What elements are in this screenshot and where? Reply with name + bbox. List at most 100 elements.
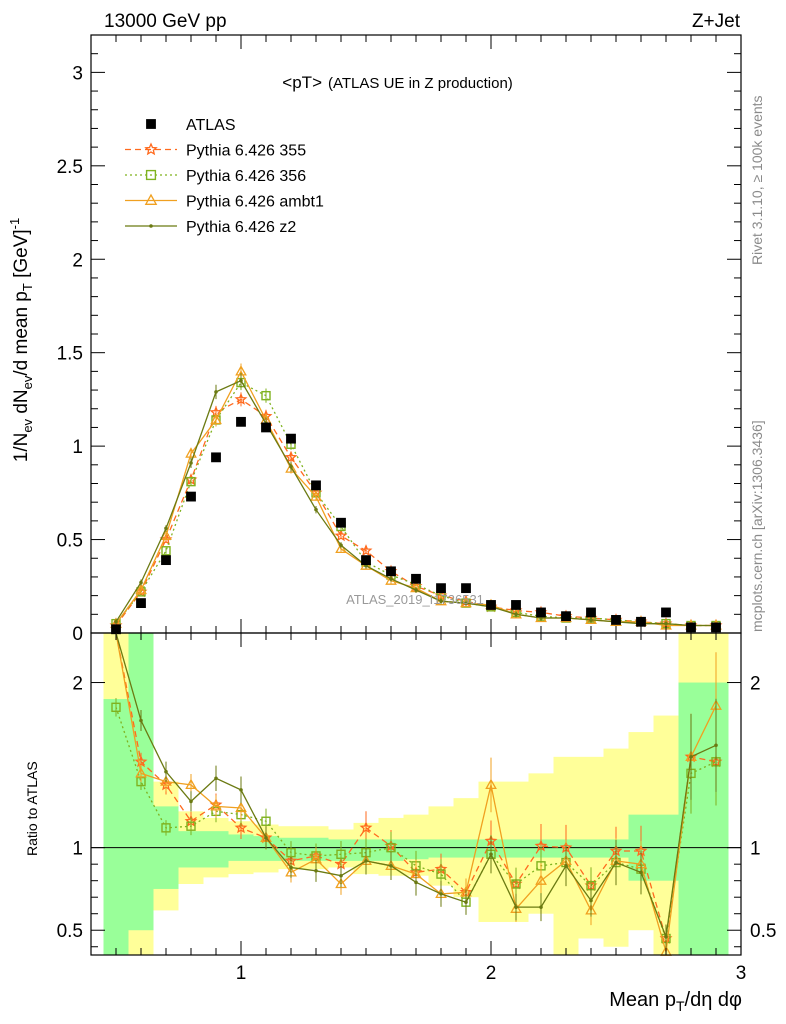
ratio-point [689,755,693,759]
x-axis-label: Mean pT/dη dφ [609,989,742,1014]
data-point [261,422,271,433]
data-point [186,491,196,502]
ratio-point [314,868,318,873]
data-point [436,583,446,594]
ratio-point [239,788,243,792]
ratio-point [161,823,171,833]
ratio-point [336,849,346,859]
series-point [261,390,271,401]
ratio-point [539,905,543,909]
ratio-band-green [503,839,529,858]
series-point [335,542,347,554]
series-point [284,450,298,463]
ratio-panel [91,632,741,956]
data-point [586,607,596,618]
data-point [236,416,246,427]
x-tick-label: 2 [486,963,497,984]
data-point [511,600,521,610]
legend-label: Pythia 6.426 356 [186,168,306,185]
header-left: 13000 GeV pp [104,11,227,32]
series-point [289,464,293,469]
rivet-label: Rivet 3.1.10, ≥ 100k events [749,95,765,265]
series-point [239,378,243,383]
ratio-point [135,767,147,778]
ratio-band-green [578,839,604,858]
ratio-point [664,935,668,939]
ratio-point [335,877,347,889]
ratio-point [514,905,518,909]
ratio-point [414,880,418,885]
series-point [214,390,218,394]
ratio-point [160,775,172,786]
ratio-point [436,869,446,879]
legend-entry: Pythia 6.426 356 [125,168,306,185]
ratio-point [189,799,193,804]
series-point [234,392,248,405]
ratio-band-green [103,699,129,955]
series-point [310,490,322,501]
ratio-point [261,816,271,826]
ratio-point [164,769,168,774]
ratio-point [185,778,197,790]
legend-label: Pythia 6.426 355 [186,143,306,160]
ratio-point [214,776,218,781]
data-point [486,600,496,610]
series-point [210,413,222,425]
legend: ATLAS Pythia 6.426 355 Pythia 6.426 356 Pyt… [125,117,324,236]
ratio-point [614,860,618,865]
series-point [359,544,373,557]
ratio-tick-label: 1 [72,839,83,860]
ratio-series-4 [115,632,718,950]
series-point [464,601,468,605]
series-point [314,507,318,512]
series-point [334,529,348,542]
ratio-point [439,892,443,896]
y-axis-label-ratio: Ratio to ATLAS [24,761,40,856]
ratio-point [210,800,222,811]
data-point [211,452,221,463]
data-point [461,583,471,594]
legend-label: Pythia 6.426 z2 [186,219,296,236]
ratio-point [714,743,718,748]
panel-frames: 1 2 300.511.522.530.5 0.51 12 2 [57,34,776,984]
series-point [135,583,147,595]
legend-marker [149,224,153,228]
ratio-point [364,859,368,863]
series-point [189,461,193,465]
series-point [339,543,343,547]
series-point [285,462,297,473]
ratio-point [511,879,521,889]
ratio-point [589,898,593,903]
series-point [185,447,197,458]
data-point [636,616,646,627]
ratio-band-green [403,839,429,860]
ratio-point [485,778,497,790]
series-point [114,619,118,624]
main-panel [109,363,723,635]
legend-entry: ATLAS [146,117,236,134]
ratio-point [386,842,396,853]
series-point [414,588,418,592]
ratio-point [139,718,143,723]
series-point [514,612,518,617]
data-point [561,611,571,622]
y-tick-label: 0 [72,624,83,645]
ratio-point [186,821,196,831]
legend-marker [144,193,158,205]
ratio-point [464,900,468,904]
mcplots-label: mcplots.cern.ch [arXiv:1306.3436] [749,420,765,632]
ratio-point [489,852,493,857]
x-tick-label: 3 [736,963,747,984]
ratio-point [134,755,148,768]
data-point [386,566,396,577]
ratio-band-green [453,839,479,858]
y-tick-label: 3 [72,63,83,84]
ratio-point [289,865,293,870]
y-tick-label: 0.5 [57,531,83,552]
legend-label: ATLAS [186,117,236,134]
plot-title-sub: (ATLAS UE in Z production) [328,75,513,92]
data-point [411,573,421,584]
data-point [611,615,621,625]
ratio-point [235,801,247,813]
data-point [661,607,671,618]
